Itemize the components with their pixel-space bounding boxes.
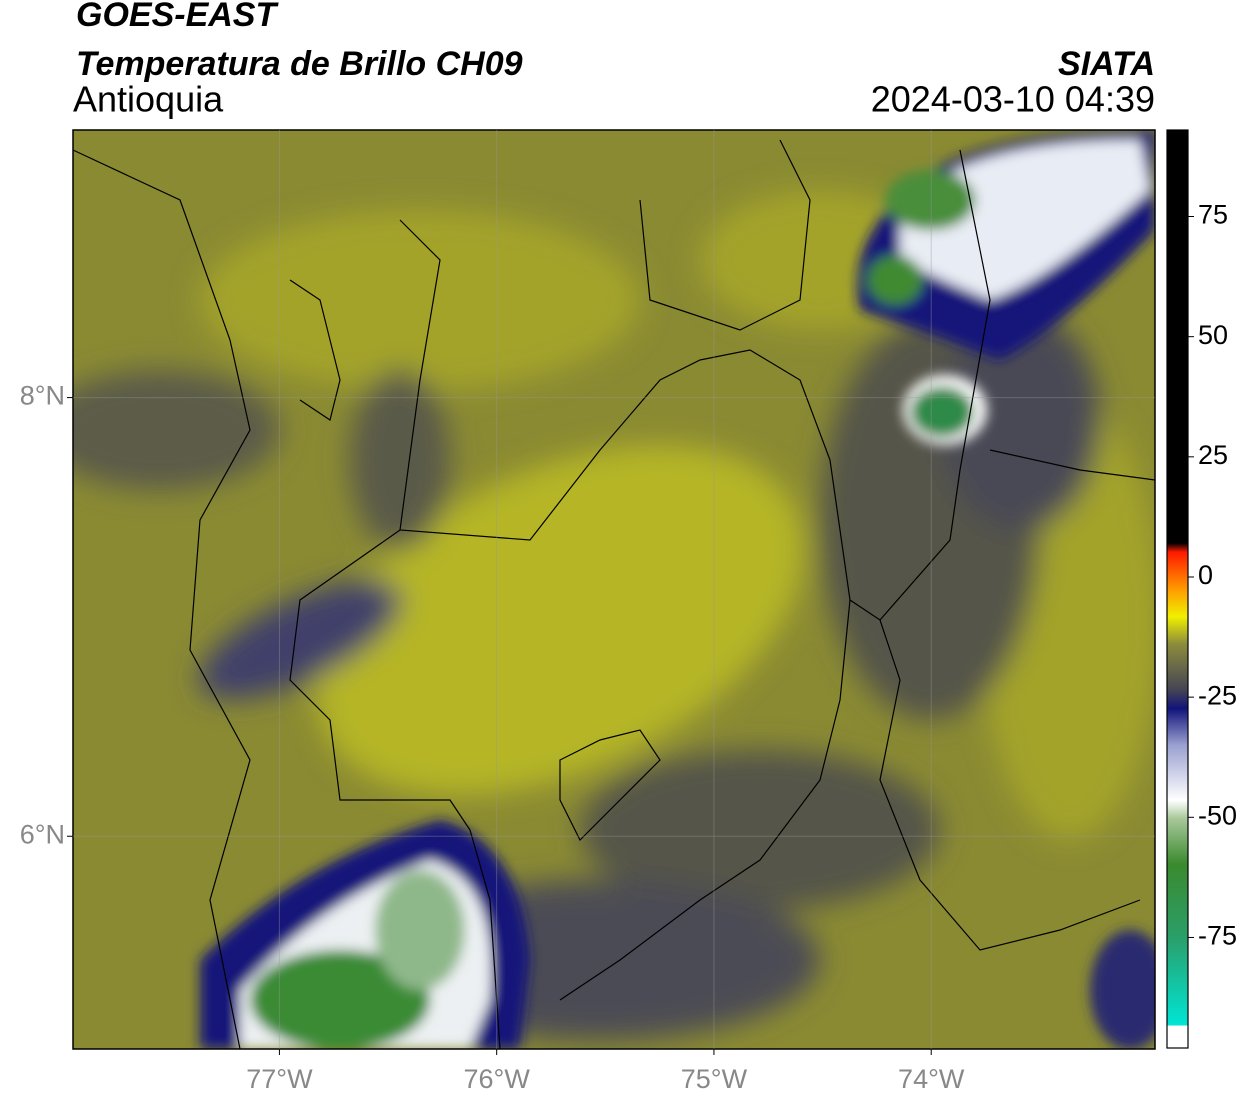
colorbar-tick-label: -25 xyxy=(1198,680,1237,710)
timestamp: 2024-03-10 04:39 xyxy=(871,79,1155,120)
y-tick-label: 8°N xyxy=(20,381,65,411)
colorbar-tick-label: 75 xyxy=(1198,200,1228,230)
subtitle: Temperatura de Brillo CH09 xyxy=(76,45,523,83)
region: Antioquia xyxy=(73,79,224,120)
title: GOES-EAST xyxy=(76,0,279,34)
colorbar-tick-label: 50 xyxy=(1198,320,1228,350)
source: SIATA xyxy=(1058,45,1155,83)
colorbar-tick-label: 25 xyxy=(1198,440,1228,470)
x-tick-label: 77°W xyxy=(246,1064,313,1094)
map-frame xyxy=(72,129,1156,1050)
colorbar-tick-label: -75 xyxy=(1198,921,1237,951)
x-tick-label: 74°W xyxy=(898,1064,965,1094)
y-tick-label: 6°N xyxy=(20,819,65,849)
colorbar-tick-label: 0 xyxy=(1198,560,1213,590)
x-tick-label: 75°W xyxy=(681,1064,748,1094)
x-tick-label: 76°W xyxy=(464,1064,531,1094)
colorbar-tick-label: -50 xyxy=(1198,800,1237,830)
colorbar xyxy=(1166,129,1189,1049)
map-image xyxy=(73,130,1155,1049)
